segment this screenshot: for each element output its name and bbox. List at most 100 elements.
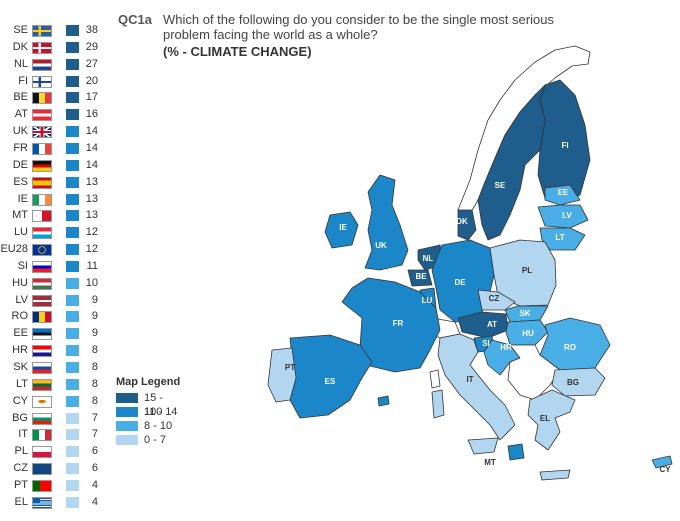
country-code: PL <box>14 445 28 458</box>
map-label-hu: HU <box>522 329 534 338</box>
country-value: 27 <box>85 57 98 70</box>
value-swatch <box>66 378 79 390</box>
country-value: 8 <box>91 377 98 390</box>
country-row: DE 14 <box>0 157 112 174</box>
country-code: LT <box>15 377 28 390</box>
country-value: 13 <box>85 192 98 205</box>
country-code: CZ <box>13 462 28 475</box>
country-value: 16 <box>85 108 98 121</box>
value-swatch <box>66 429 79 441</box>
eu-flag-icon <box>32 244 52 257</box>
country-value: 14 <box>85 125 98 138</box>
value-swatch <box>66 496 79 508</box>
country-value: 10 <box>85 276 98 289</box>
value-swatch <box>66 227 79 239</box>
value-swatch <box>66 395 79 407</box>
country-row: MT 13 <box>0 207 112 224</box>
country-row: SK 8 <box>0 359 112 376</box>
ee-flag-icon <box>32 328 52 341</box>
country-ranking-list: SE 38 DK 29 NL 27 FI 20 BE 17 AT 16 UK 14 FR 14 DE 14 ES 13… <box>0 0 112 521</box>
country-value: 8 <box>91 361 98 373</box>
country-shape-lt <box>539 227 586 251</box>
country-shape-dk <box>457 209 477 241</box>
country-code: MT <box>12 209 28 222</box>
country-code: IT <box>18 428 28 441</box>
country-row: HR 8 <box>0 342 112 359</box>
country-value: 14 <box>85 141 98 154</box>
country-value: 11 <box>86 259 98 272</box>
country-code: AT <box>14 108 28 121</box>
country-code: HU <box>12 276 28 289</box>
value-swatch <box>66 479 79 491</box>
uk-flag-icon <box>32 126 52 139</box>
country-value: 9 <box>91 327 98 340</box>
country-code: SK <box>13 361 28 373</box>
country-shape-el <box>527 389 576 451</box>
cy-flag-icon <box>32 395 52 408</box>
value-swatch <box>66 142 79 154</box>
pl-flag-icon <box>32 446 52 459</box>
country-value: 4 <box>91 478 98 491</box>
country-shape-at <box>457 311 509 339</box>
country-code: EL <box>14 495 28 508</box>
country-row: PT 4 <box>0 477 112 494</box>
question-code: QC1a <box>118 12 152 27</box>
country-value: 38 <box>85 24 98 36</box>
value-swatch <box>66 412 79 424</box>
de-flag-icon <box>32 159 52 172</box>
legend-swatch <box>116 407 138 417</box>
country-row: EE 9 <box>0 325 112 342</box>
map-label-it: IT <box>466 375 473 384</box>
country-code: FR <box>13 141 28 154</box>
country-code: RO <box>11 310 29 323</box>
country-value: 6 <box>91 462 98 475</box>
country-code: UK <box>12 125 28 138</box>
bg-flag-icon <box>32 412 52 425</box>
country-code: SE <box>13 24 28 36</box>
country-row: LV 9 <box>0 292 112 309</box>
country-value: 14 <box>85 158 98 171</box>
legend-item: 8 - 10 <box>116 419 180 433</box>
country-value: 13 <box>85 209 98 222</box>
map-label-lv: LV <box>562 211 572 220</box>
country-row: CZ 6 <box>0 460 112 477</box>
value-swatch <box>66 92 79 104</box>
country-value: 4 <box>91 495 98 508</box>
country-row: SE 38 <box>0 22 112 39</box>
map-label-dk: DK <box>456 217 468 226</box>
map-label-mt: MT <box>484 458 496 467</box>
country-row: RO 9 <box>0 308 112 325</box>
country-value: 9 <box>91 293 98 306</box>
country-shape-balearic <box>377 395 390 407</box>
map-label-nl: NL <box>423 254 434 263</box>
legend-item: 15 - 100 <box>116 391 180 418</box>
ro-flag-icon <box>32 311 52 324</box>
map-label-bg: BG <box>567 378 579 387</box>
country-shape-sk <box>504 305 549 323</box>
country-code: DE <box>12 158 28 171</box>
cz-flag-icon <box>32 463 52 476</box>
country-value: 9 <box>91 310 98 323</box>
country-code: PT <box>13 478 28 491</box>
value-swatch <box>66 277 79 289</box>
country-row: BG 7 <box>0 410 112 427</box>
gr-flag-icon <box>32 496 52 509</box>
value-swatch <box>66 328 79 340</box>
legend-item: 0 - 7 <box>116 433 180 447</box>
value-swatch <box>66 159 79 171</box>
map-label-pl: PL <box>522 266 532 275</box>
sk-flag-icon <box>32 362 52 374</box>
lu-flag-icon <box>32 227 52 240</box>
country-row: BE 17 <box>0 89 112 106</box>
value-swatch <box>66 210 79 222</box>
country-code: HR <box>12 344 28 357</box>
nl-flag-icon <box>32 58 52 71</box>
country-row: IT 7 <box>0 426 112 443</box>
fi-flag-icon <box>32 75 52 88</box>
country-shape-lv <box>537 204 589 229</box>
country-value: 6 <box>91 445 98 458</box>
country-value: 20 <box>85 74 98 87</box>
value-swatch <box>66 294 79 306</box>
country-row: CY 8 <box>0 393 112 410</box>
map-label-at: AT <box>487 320 497 329</box>
